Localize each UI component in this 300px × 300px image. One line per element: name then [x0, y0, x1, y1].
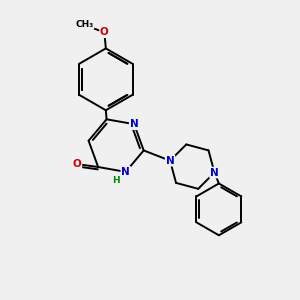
Text: N: N	[130, 119, 139, 129]
Text: H: H	[112, 176, 120, 184]
Text: N: N	[210, 168, 219, 178]
Text: O: O	[100, 27, 109, 37]
Text: N: N	[121, 167, 130, 177]
Text: CH₃: CH₃	[76, 20, 94, 29]
Text: O: O	[73, 159, 81, 169]
Text: N: N	[166, 156, 175, 166]
